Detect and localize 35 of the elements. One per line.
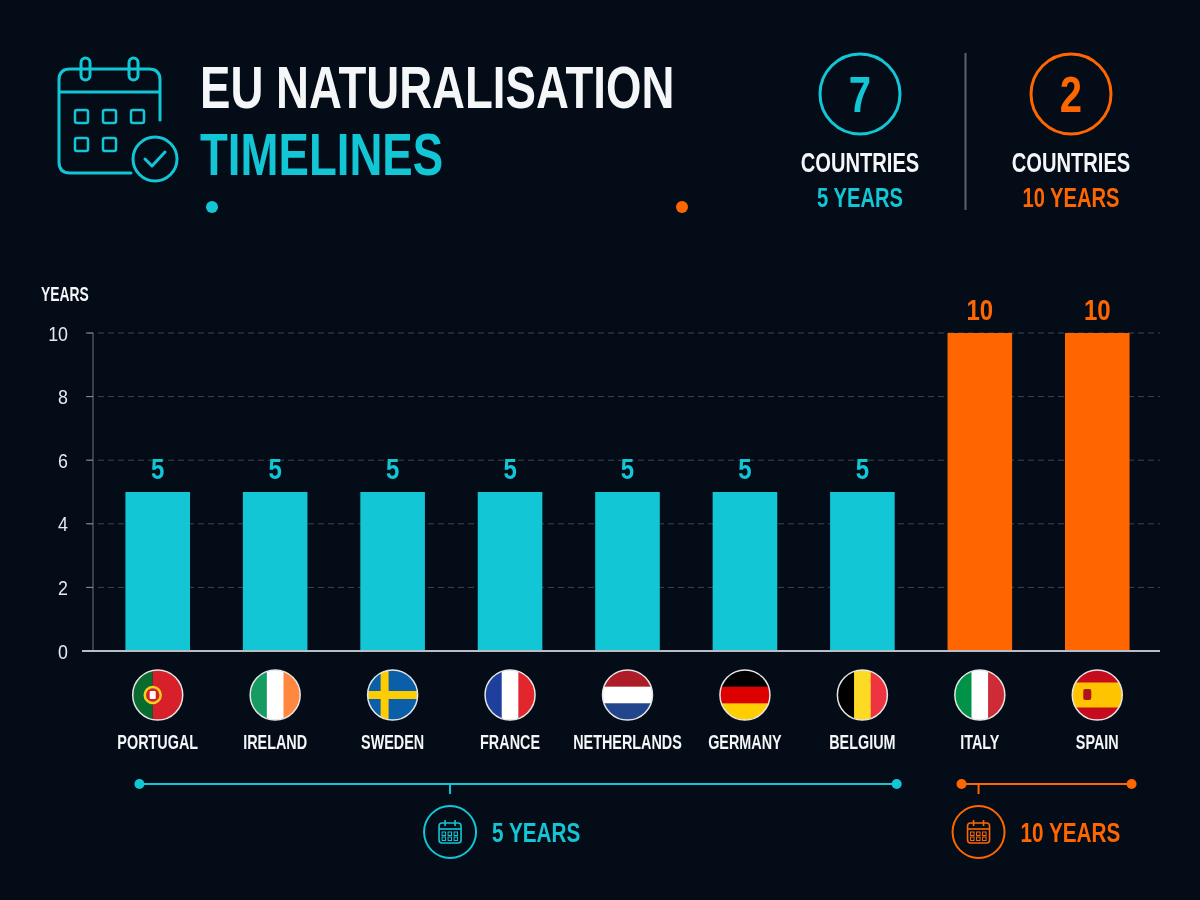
y-tick-label: 10 — [48, 321, 69, 345]
chart-subtitle: TIMELINES — [200, 120, 444, 188]
data-label: 5 — [268, 451, 282, 486]
text: 10 YEARS — [1022, 181, 1120, 213]
y-tick-label: 6 — [58, 448, 68, 473]
y-tick-label: 8 — [58, 384, 68, 409]
text: 5 YEARS — [492, 816, 581, 848]
x-tick-label: SPAIN — [1075, 730, 1119, 754]
data-label: 5 — [503, 451, 517, 486]
x-tick-label: BELGIUM — [829, 730, 896, 754]
y-tick-label: 4 — [58, 511, 69, 536]
data-label: 10 — [1083, 292, 1111, 327]
text: COUNTRIES — [1011, 146, 1131, 178]
x-tick-label: PORTUGAL — [117, 730, 199, 754]
x-tick-label: SWEDEN — [361, 730, 425, 754]
data-label: 5 — [738, 451, 752, 486]
text: 10 YEARS — [1020, 816, 1121, 848]
chart-title: EU NATURALISATION — [200, 53, 675, 121]
x-tick-label: NETHERLANDS — [573, 730, 682, 754]
x-tick-label: IRELAND — [243, 730, 308, 754]
data-label: 5 — [151, 451, 165, 486]
x-tick-label: GERMANY — [708, 730, 783, 754]
text: 7 — [848, 66, 872, 124]
text: 5 YEARS — [817, 181, 903, 213]
data-label: 10 — [966, 292, 994, 327]
y-axis-title: YEARS — [41, 282, 89, 306]
y-tick-label: 0 — [58, 639, 69, 663]
data-label: 5 — [620, 451, 635, 486]
x-tick-label: ITALY — [960, 730, 1000, 754]
x-tick-label: FRANCE — [480, 730, 541, 754]
text: COUNTRIES — [800, 146, 920, 178]
text: 2 — [1059, 66, 1083, 124]
y-tick-label: 2 — [58, 575, 68, 600]
data-label: 5 — [385, 451, 400, 486]
data-label: 5 — [855, 451, 870, 486]
